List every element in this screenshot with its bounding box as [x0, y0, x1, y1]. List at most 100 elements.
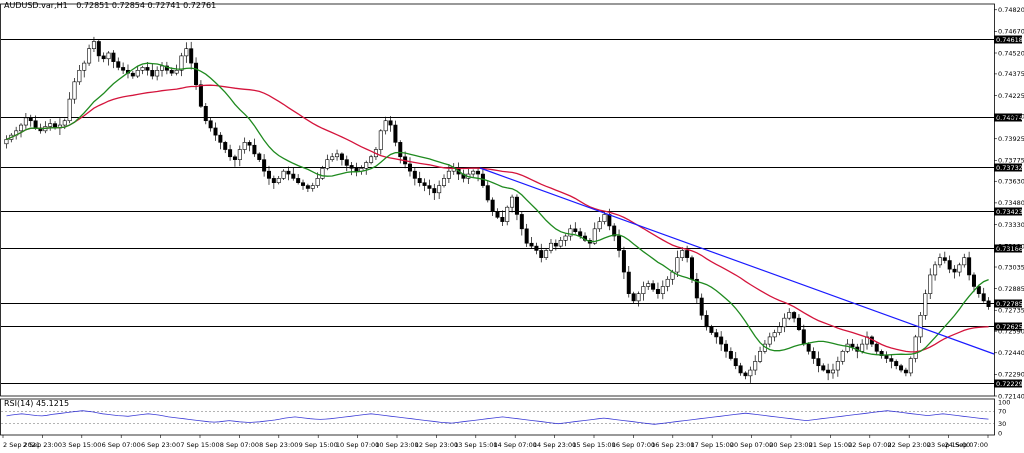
candle-body	[184, 48, 189, 57]
candle-body	[986, 300, 991, 307]
candle-body	[422, 182, 427, 186]
candle	[626, 265, 631, 298]
candle-body	[981, 293, 986, 302]
candle	[349, 162, 354, 176]
candle	[714, 328, 719, 344]
candle	[680, 247, 685, 262]
y-tick-label: 0.74670	[998, 28, 1024, 36]
candle-body	[194, 62, 199, 86]
candle-body	[651, 283, 656, 290]
candle-body	[942, 257, 947, 261]
rsi-tick-label: 30	[998, 420, 1006, 428]
candle	[806, 342, 811, 355]
candle-body	[923, 293, 928, 316]
candle	[758, 346, 763, 364]
candle	[709, 324, 714, 335]
candle	[407, 157, 412, 177]
candle-body	[412, 170, 417, 179]
x-tick-label: 2 Sep 2021	[3, 441, 40, 449]
candle-body	[918, 314, 923, 338]
candle-body	[257, 153, 262, 160]
candle-body	[67, 98, 72, 122]
candle	[276, 175, 281, 185]
candle-body	[437, 185, 442, 194]
candle-body	[548, 242, 553, 251]
candle-body	[442, 178, 447, 186]
candle	[792, 310, 797, 323]
y-tick-label: 0.73480	[998, 199, 1024, 207]
candle	[830, 363, 835, 379]
candle-body	[140, 67, 145, 71]
candle-body	[733, 358, 738, 367]
candle	[772, 329, 777, 342]
candle-body	[743, 372, 748, 377]
candle-body	[130, 72, 135, 77]
candle	[660, 280, 665, 300]
candle	[621, 246, 626, 279]
y-tick-label: 0.72735	[998, 307, 1024, 315]
candle-body	[77, 69, 82, 83]
candle	[471, 169, 476, 178]
candle-body	[417, 178, 422, 184]
candle-body	[203, 106, 208, 122]
candle-body	[685, 250, 690, 258]
candle	[412, 167, 417, 186]
candle-body	[485, 185, 490, 201]
symbol-label: AUDUSD.var,H1	[4, 1, 68, 10]
candle	[87, 44, 92, 66]
candle	[821, 363, 826, 372]
candle-body	[305, 185, 310, 189]
candle-body	[116, 61, 121, 68]
candle-body	[218, 134, 223, 143]
candle	[301, 179, 306, 190]
candle	[568, 224, 573, 241]
rsi-tick-label: 70	[998, 408, 1006, 416]
candle	[787, 308, 792, 321]
candle	[208, 118, 213, 132]
candle	[96, 39, 101, 62]
candle-body	[519, 214, 524, 230]
candle	[485, 180, 490, 203]
candle	[266, 165, 271, 185]
x-tick-label: 2 Sep 23:00	[23, 441, 62, 449]
candle-body	[821, 365, 826, 371]
y-tick-label: 0.74375	[998, 70, 1024, 78]
candle	[519, 211, 524, 236]
candle	[811, 347, 816, 364]
candle-body	[889, 358, 894, 362]
candle-body	[792, 312, 797, 319]
candle-body	[806, 343, 811, 352]
candle	[894, 359, 899, 370]
candle-body	[976, 286, 981, 294]
candle	[899, 363, 904, 373]
candle-body	[529, 242, 534, 247]
candle	[514, 194, 519, 221]
candle	[305, 183, 310, 192]
candle	[160, 61, 165, 77]
candle-body	[325, 159, 330, 169]
candle-body	[699, 297, 704, 316]
candle	[544, 248, 549, 261]
level-label: 0.73423	[996, 208, 1023, 216]
candle	[320, 165, 325, 180]
candle	[432, 183, 437, 200]
candle-body	[335, 153, 340, 158]
candle-body	[689, 257, 694, 280]
candle	[213, 122, 218, 141]
candle-body	[388, 120, 393, 126]
candle	[252, 138, 257, 157]
candle-body	[271, 178, 276, 184]
candle	[942, 251, 947, 264]
rsi-plot-frame	[0, 398, 995, 436]
candle-body	[660, 286, 665, 294]
x-tick-label: 24 Sep 07:00	[945, 441, 988, 449]
candle	[422, 178, 427, 192]
candle	[150, 63, 155, 80]
candle	[91, 36, 96, 53]
candle-body	[874, 343, 879, 352]
candle	[72, 77, 77, 104]
candle	[962, 253, 967, 268]
candle	[563, 234, 568, 247]
candle	[247, 140, 252, 152]
